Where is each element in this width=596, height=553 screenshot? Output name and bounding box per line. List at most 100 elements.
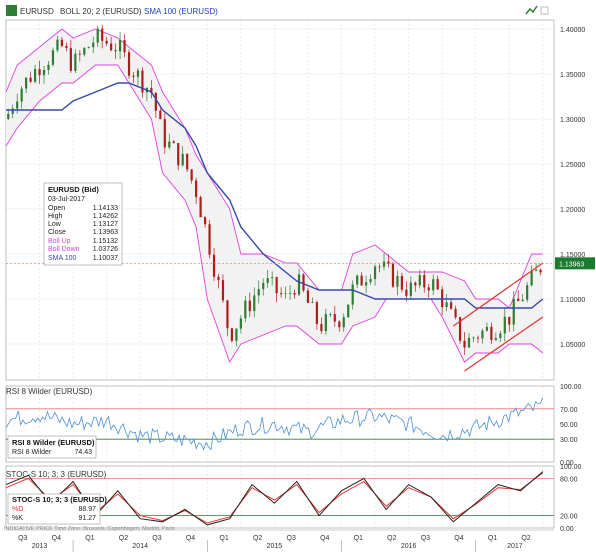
- footer-note: INDICATIVE PRICE Time Zone: Brussels, Co…: [4, 526, 175, 532]
- quarter-tick-label: Q2: [119, 535, 128, 542]
- candle-body: [226, 300, 229, 329]
- candle-body: [92, 42, 95, 48]
- rsi-y-tick-label: 70.00: [560, 407, 578, 414]
- symbol-label[interactable]: EURUSD: [20, 7, 54, 16]
- rsi-box-value: 74.43: [74, 449, 92, 456]
- info-box-date: 03-Jul-2017: [48, 196, 85, 203]
- info-box: EURUSD (Bid) 03-Jul-2017 Open 1.14133 Hi…: [43, 182, 123, 266]
- candle-body: [29, 77, 32, 82]
- candle-body: [436, 279, 439, 290]
- info-sma-value: 1.10037: [93, 255, 118, 262]
- candle-body: [199, 197, 202, 218]
- candle-body: [329, 314, 332, 315]
- price-y-tick-label: 1.10000: [560, 297, 585, 304]
- info-close-value: 1.13963: [93, 229, 118, 236]
- candle-body: [338, 321, 341, 328]
- info-high-value: 1.14262: [93, 213, 118, 220]
- rsi-panel-header[interactable]: RSI 8 Wilder (EURUSD): [6, 387, 93, 396]
- candle-body: [154, 92, 157, 111]
- candle-body: [110, 43, 113, 51]
- quarter-tick-label: Q4: [186, 535, 195, 542]
- axis-layer: 1.40000 1.35000 1.30000 1.25000 1.20000 1.150…: [6, 27, 595, 552]
- candle-body: [347, 304, 350, 318]
- boll-indicator-label[interactable]: BOLL 20; 2 (EURUSD): [60, 7, 142, 16]
- candle-body: [56, 39, 59, 51]
- candle-body: [302, 274, 305, 291]
- candle-body: [244, 300, 247, 319]
- candle-body: [467, 337, 471, 348]
- candle-body: [177, 143, 180, 166]
- candle-body: [445, 302, 448, 308]
- info-boll-down-value: 1.03726: [93, 246, 118, 253]
- candle-body: [217, 276, 220, 281]
- quarter-tick-label: Q3: [18, 535, 27, 542]
- candle-body: [293, 293, 296, 295]
- candle-body: [503, 316, 506, 334]
- candle-body: [159, 110, 162, 120]
- candle-body: [221, 280, 225, 301]
- candle-body: [78, 53, 81, 55]
- candle-body: [409, 282, 412, 296]
- candle-body: [365, 282, 368, 286]
- stoc-k-label: %K: [12, 515, 23, 522]
- candle-body: [418, 275, 421, 286]
- candle-body: [262, 282, 265, 290]
- candle-body: [342, 317, 345, 328]
- candle-body: [60, 39, 64, 46]
- candle-body: [306, 290, 310, 303]
- rsi-y-tick-label: 100.00: [560, 384, 582, 391]
- candle-body: [203, 217, 207, 225]
- rsi-line: [5, 397, 544, 451]
- candle-body: [311, 302, 314, 303]
- candle-body: [450, 302, 453, 309]
- candle-body: [42, 69, 46, 76]
- candle-body: [485, 326, 488, 331]
- stoc-box-title: STOC-S 10; 3; 3 (EURUSD): [12, 495, 107, 504]
- candle-body: [7, 113, 10, 119]
- candle-body: [235, 328, 238, 341]
- bollinger-band-fill: [6, 29, 543, 362]
- channel-upper-line: [452, 262, 544, 327]
- candle-body: [248, 300, 251, 312]
- candle-body: [101, 28, 104, 41]
- rsi-info-box: RSI 8 Wilder (EURUSD) RSI 8 Wilder 74.43: [7, 435, 97, 459]
- chart-type-icon[interactable]: [6, 5, 17, 16]
- candle-body: [360, 275, 363, 286]
- stoc-panel-header[interactable]: STOC-S 10; 3; 3 (EURUSD): [6, 470, 107, 479]
- last-price-tag: [555, 257, 595, 270]
- info-open-label: Open: [48, 205, 65, 212]
- trend-icon[interactable]: [525, 5, 538, 15]
- candle-body: [181, 153, 184, 166]
- quarter-tick-label: Q1: [488, 535, 497, 542]
- candle-body: [387, 261, 390, 264]
- candle-body: [16, 101, 19, 109]
- info-boll-up-label: Boll Up: [48, 238, 71, 245]
- candle-body: [463, 340, 466, 348]
- bollinger-upper-line: [5, 28, 543, 309]
- year-tick-label: 2013: [32, 543, 48, 550]
- candle-body: [454, 308, 457, 318]
- panel-window-icon[interactable]: [540, 6, 549, 15]
- candle-body: [87, 47, 90, 49]
- price-y-tick-label: 1.35000: [560, 72, 585, 79]
- rsi-box-label: RSI 8 Wilder: [12, 449, 52, 456]
- candle-body: [315, 302, 319, 324]
- sma-indicator-label[interactable]: SMA 100 (EURUSD): [144, 7, 218, 16]
- candle-body: [33, 69, 37, 82]
- candle-body: [351, 284, 354, 305]
- candle-body: [118, 40, 122, 52]
- candle-body: [253, 295, 256, 312]
- candle-body: [195, 180, 198, 198]
- candle-body: [441, 289, 444, 308]
- candle-body: [69, 48, 72, 71]
- candle-body: [396, 275, 399, 287]
- year-tick-label: 2015: [267, 543, 283, 550]
- candle-body: [284, 293, 287, 295]
- candle-body: [535, 269, 538, 271]
- candle-body: [476, 337, 480, 339]
- candle-body: [494, 338, 497, 340]
- candle-body: [105, 40, 108, 44]
- candle-body: [150, 87, 153, 93]
- candle-body: [499, 333, 502, 339]
- candle-body: [508, 316, 511, 325]
